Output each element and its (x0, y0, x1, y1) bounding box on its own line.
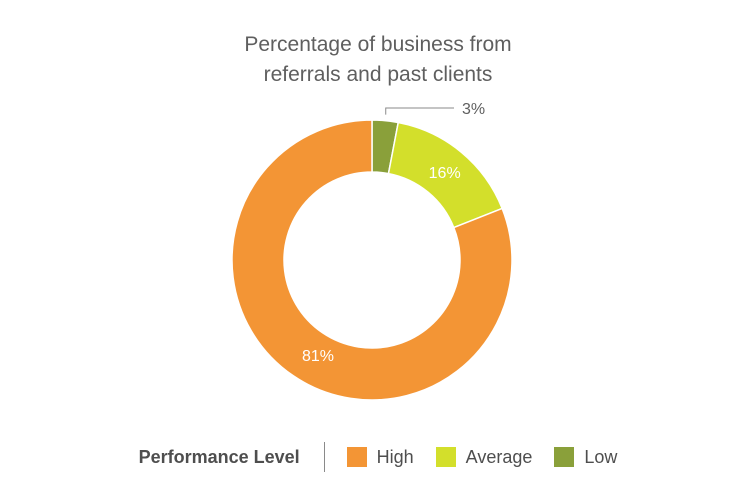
legend-title: Performance Level (138, 446, 300, 467)
legend-label-low: Low (584, 446, 618, 467)
legend-swatch-high (346, 447, 367, 467)
legend-label-high: High (376, 446, 414, 467)
data-label-low: 3% (462, 101, 485, 118)
chart-legend: Performance Level High Average Low (0, 437, 756, 477)
data-label-high: 81% (302, 348, 334, 365)
chart-title: Percentage of business from referrals an… (0, 30, 756, 90)
data-label-average: 16% (429, 165, 461, 182)
legend-swatch-low (554, 447, 575, 467)
legend-swatch-average (435, 447, 456, 467)
legend-item-low: Low (554, 447, 617, 468)
chart-title-line-1: Percentage of business from (244, 33, 512, 56)
legend-item-average: Average (435, 446, 533, 468)
legend-item-high: High (346, 446, 414, 468)
leader-line-low (385, 107, 454, 115)
slice-high (231, 119, 513, 401)
chart-title-line-2: referrals and past clients (263, 63, 493, 86)
legend-label-average: Average (465, 446, 533, 467)
legend-divider (323, 442, 325, 472)
